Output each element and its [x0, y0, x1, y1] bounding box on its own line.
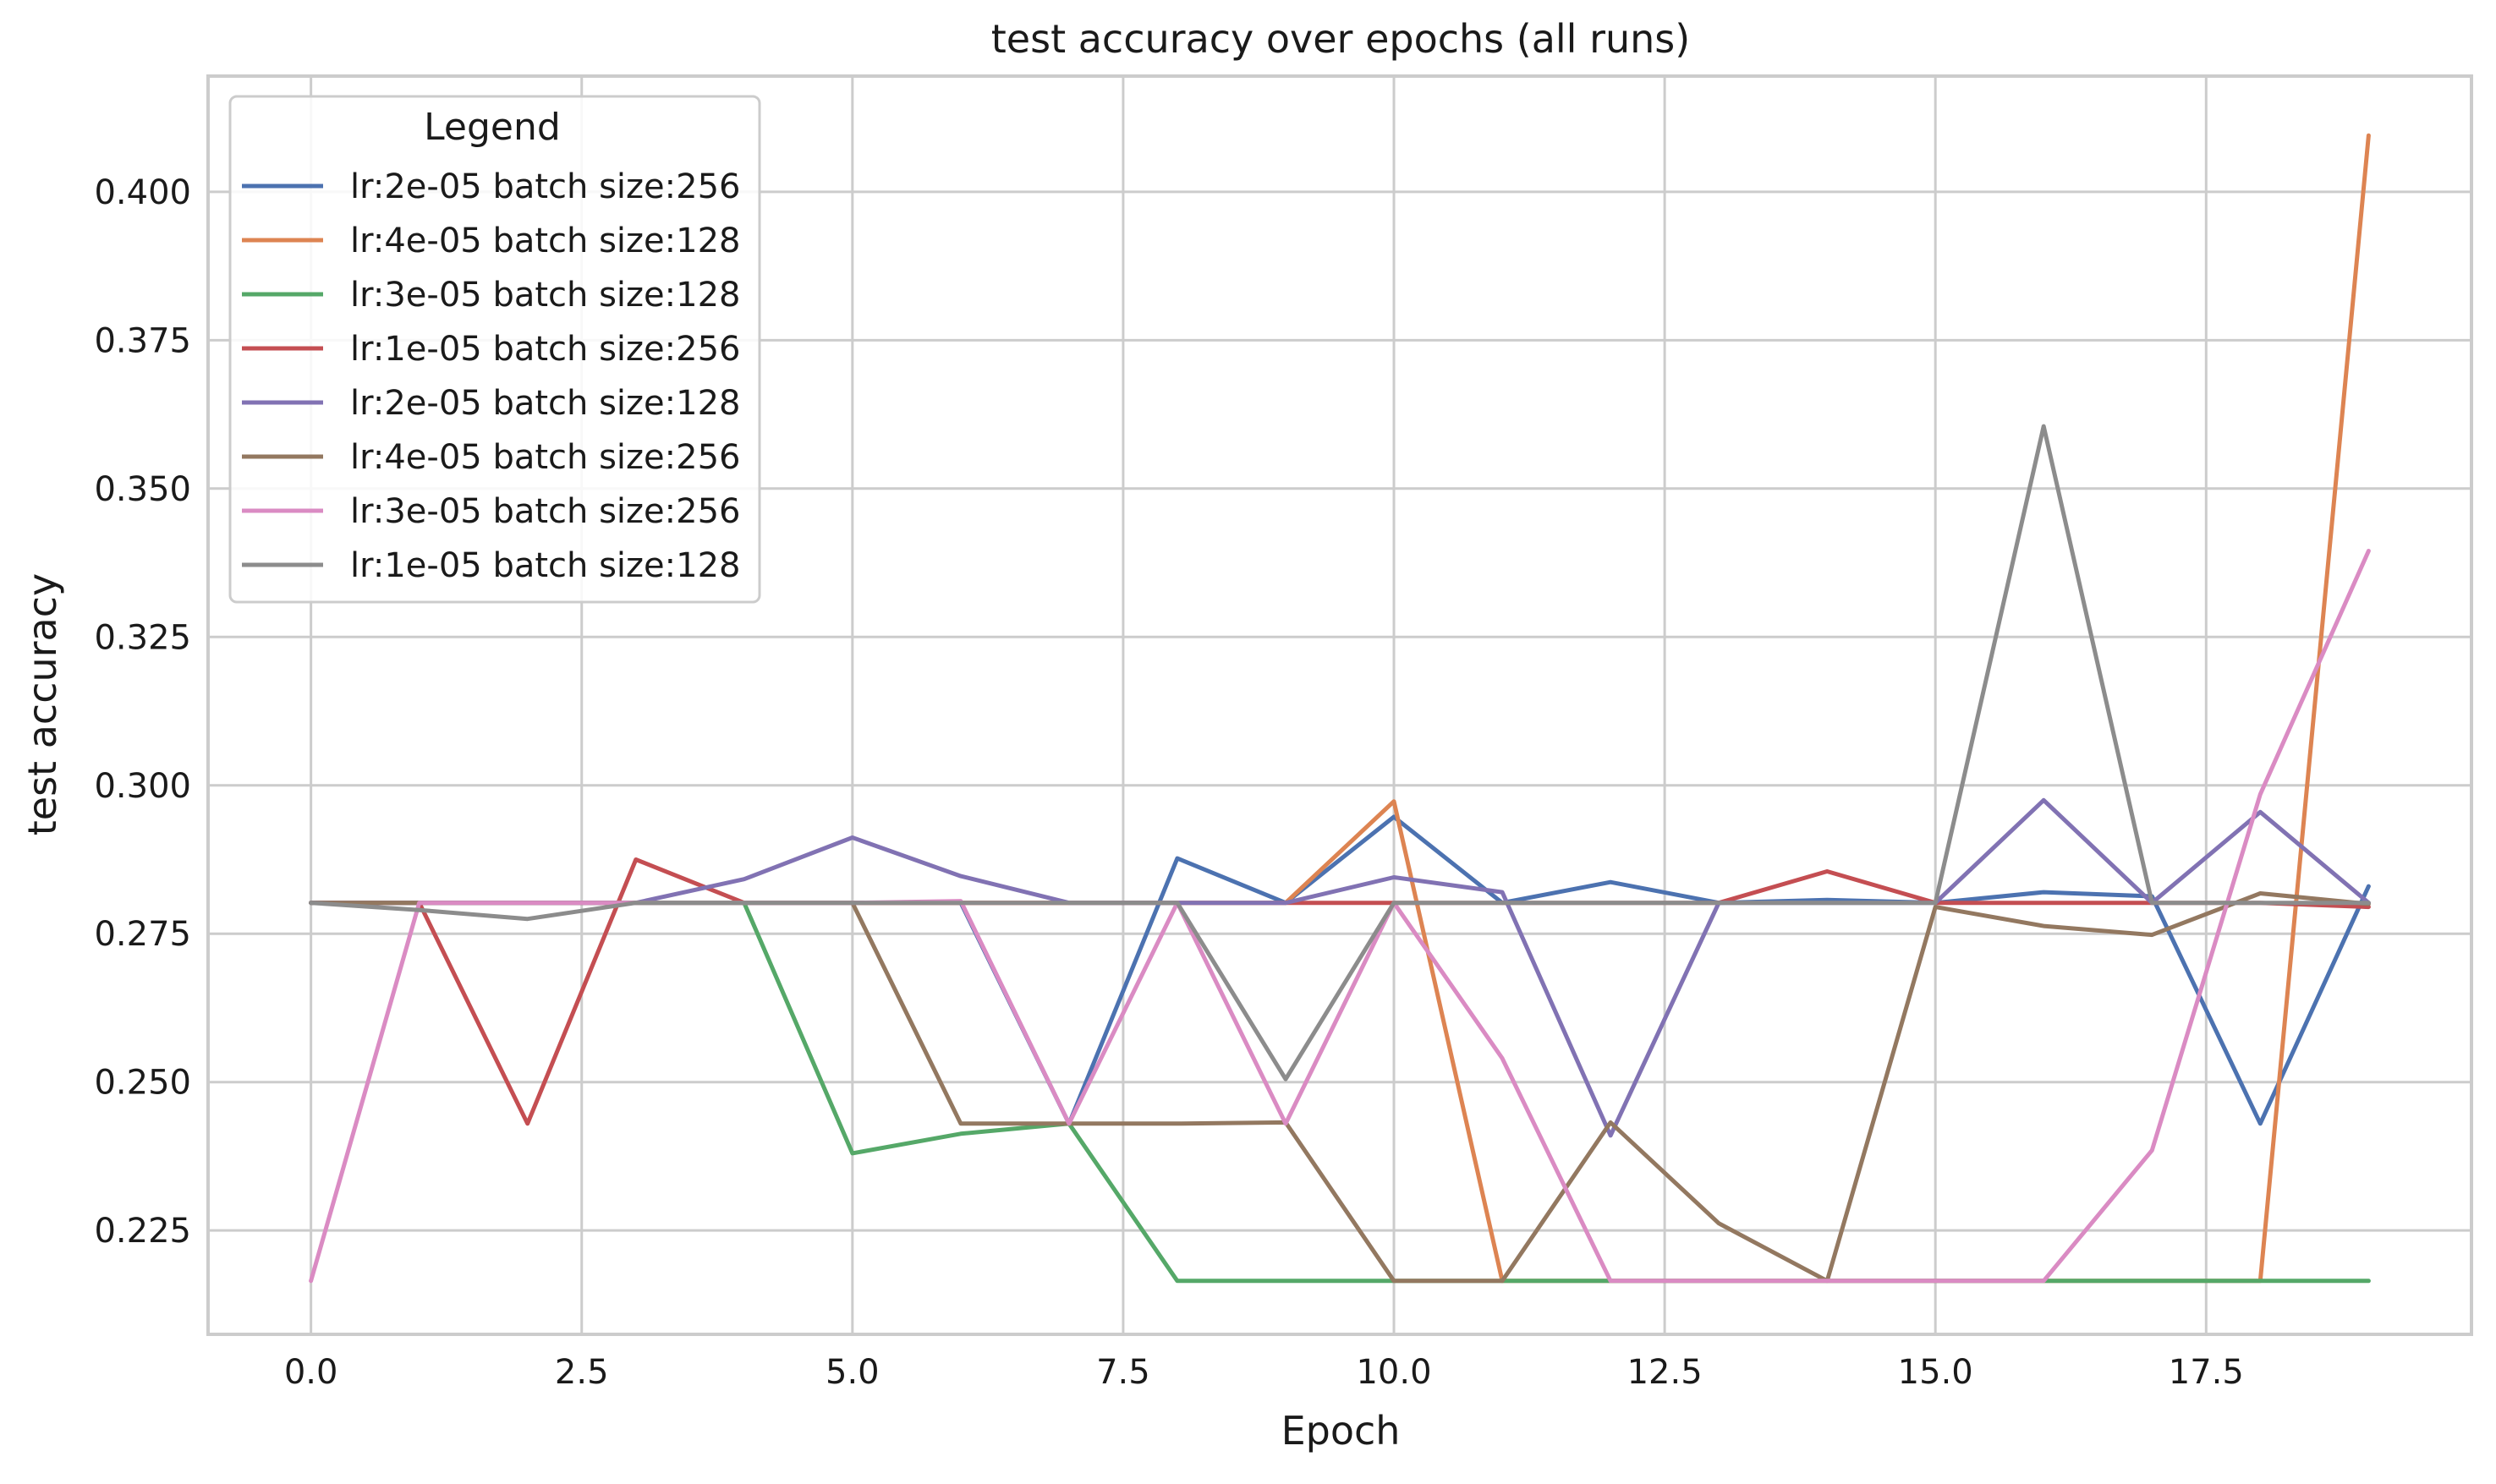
legend-entry-label: lr:2e-05 batch size:128: [350, 384, 740, 423]
legend-entry-label: lr:2e-05 batch size:256: [350, 167, 740, 206]
legend: Legend lr:2e-05 batch size:256 lr:4e-05 ba…: [228, 95, 761, 604]
x-tick-label: 7.5: [1096, 1353, 1150, 1392]
series-line-4: [309, 857, 2371, 1126]
legend-title: Legend: [424, 106, 561, 149]
y-axis-label: test accuracy: [19, 573, 65, 836]
x-tick-label: 12.5: [1627, 1353, 1703, 1392]
y-tick-labels: 0.225 0.250 0.275 0.300 0.325 0.350 0.375 0.400: [94, 173, 191, 1251]
y-tick-label: 0.300: [94, 767, 191, 806]
series-line-1: [309, 814, 2371, 1126]
legend-box: [228, 95, 761, 604]
chart-title: test accuracy over epochs (all runs): [991, 16, 1690, 62]
legend-entry-label: lr:3e-05 batch size:128: [350, 276, 740, 315]
y-tick-label: 0.400: [94, 173, 191, 212]
x-tick-label: 15.0: [1898, 1353, 1973, 1392]
series-line-3: [309, 901, 2371, 1284]
legend-entry-label: lr:4e-05 batch size:128: [350, 222, 740, 260]
plot-frame: [206, 74, 2473, 1336]
x-tick-label: 5.0: [826, 1353, 880, 1392]
series-line-6: [309, 891, 2371, 1284]
x-axis-label: Epoch: [1281, 1408, 1401, 1454]
x-tick-label: 10.0: [1356, 1353, 1431, 1392]
y-tick-label: 0.250: [94, 1064, 191, 1103]
grid: [208, 76, 2471, 1334]
legend-entry-label: lr:1e-05 batch size:128: [350, 546, 740, 585]
series-lines: [309, 133, 2371, 1284]
y-tick-label: 0.350: [94, 470, 191, 509]
y-tick-label: 0.375: [94, 321, 191, 360]
series-line-8: [309, 424, 2371, 1082]
legend-entry-label: lr:4e-05 batch size:256: [350, 438, 740, 477]
x-tick-label: 0.0: [284, 1353, 338, 1392]
legend-entry-label: lr:1e-05 batch size:256: [350, 330, 740, 369]
series-line-5: [309, 797, 2371, 1138]
y-tick-label: 0.275: [94, 915, 191, 954]
series-line-7: [309, 549, 2371, 1284]
x-tick-labels: 0.0 2.5 5.0 7.5 10.0 12.5 15.0 17.5: [284, 1353, 2244, 1392]
x-tick-label: 2.5: [555, 1353, 609, 1392]
x-tick-label: 17.5: [2169, 1353, 2244, 1392]
y-tick-label: 0.325: [94, 618, 191, 657]
legend-entry-label: lr:3e-05 batch size:256: [350, 492, 740, 531]
y-tick-label: 0.225: [94, 1212, 191, 1251]
